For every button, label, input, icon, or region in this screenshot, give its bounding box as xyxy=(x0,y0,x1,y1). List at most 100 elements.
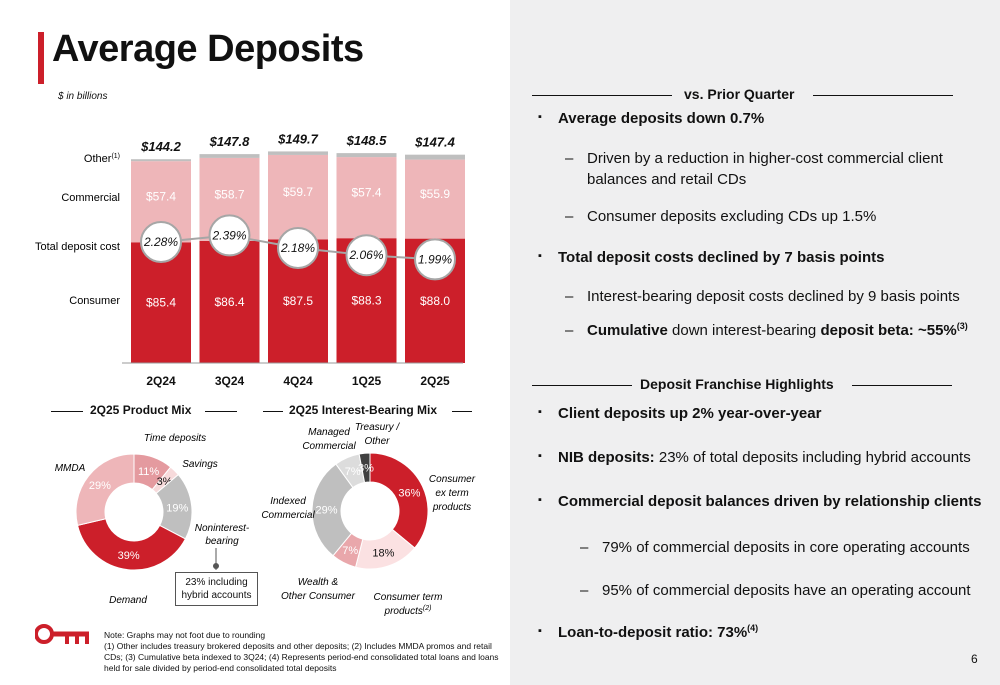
deposit-cost-marker-3Q24 xyxy=(208,214,251,257)
product-mix-rule-right xyxy=(205,411,237,412)
label-savings: Savings xyxy=(182,459,218,470)
bar-total-2Q25: $147.4 xyxy=(414,135,456,150)
label-cons-ex-line1: Consumer xyxy=(429,474,476,485)
bar-label-commercial-4Q24: $59.7 xyxy=(283,185,313,199)
label-managed-line1: Managed xyxy=(308,427,350,438)
deposit-cost-label-3Q24: 2.39% xyxy=(211,228,246,242)
product-mix-slice-demand xyxy=(76,518,187,571)
x-tick-4Q24: 4Q24 xyxy=(283,374,313,388)
footnotes: Note: Graphs may not foot due to roundin… xyxy=(104,630,504,674)
bar-label-consumer-1Q25: $88.3 xyxy=(351,294,381,308)
deposit-cost-marker-1Q25 xyxy=(345,234,388,277)
ib-mix-slice-treasury-other xyxy=(358,452,371,484)
ib-mix-label-indexed-commercial: 29% xyxy=(316,505,338,517)
label-managed-line2: Commercial xyxy=(302,441,356,452)
bar-other-4Q24 xyxy=(268,151,328,155)
deposit-cost-label-4Q24: 2.18% xyxy=(280,241,315,255)
product-mix-label-time-deposits: 11% xyxy=(138,466,159,478)
vs-prior-rule-left xyxy=(532,95,672,96)
bar-other-1Q25 xyxy=(336,153,397,158)
footnote-definitions: (1) Other includes treasury brokered dep… xyxy=(104,641,499,673)
deposit-cost-label-1Q25: 2.06% xyxy=(348,248,383,262)
bar-commercial-2Q25 xyxy=(405,159,465,239)
bar-label-consumer-3Q24: $86.4 xyxy=(214,295,244,309)
interest-bearing-mix-donut: 36%18%7%29%7%3% Managed Commercial Treas… xyxy=(261,422,476,617)
label-indexed-line1: Indexed xyxy=(270,496,306,507)
page-title: Average Deposits xyxy=(52,28,364,70)
label-mmda: MMDA xyxy=(55,463,86,474)
product-mix-rule-left xyxy=(51,411,83,412)
row-label-other: Other(1) xyxy=(84,153,120,165)
average-deposits-bar-chart: $85.4 $57.4 $144.2 2Q24 $86.4 $58.7 $147.8 3Q24… xyxy=(35,131,465,388)
label-demand: Demand xyxy=(109,595,147,606)
deposit-cost-label-2Q25: 1.99% xyxy=(418,252,452,266)
ib-mix-label-managed-commercial: 7% xyxy=(345,466,361,478)
label-cons-term-line2: products(2) xyxy=(384,605,432,617)
bar-total-2Q24: $144.2 xyxy=(140,139,182,154)
vs-prior-header: vs. Prior Quarter xyxy=(684,86,795,102)
bar-label-commercial-3Q24: $58.7 xyxy=(214,187,244,201)
deposit-cost-marker-2Q24 xyxy=(140,221,182,263)
ib-mix-title: 2Q25 Interest-Bearing Mix xyxy=(289,403,438,417)
bar-label-consumer-2Q24: $85.4 xyxy=(146,296,176,310)
label-cons-term-line1: Consumer term xyxy=(374,592,443,603)
deposit-cost-marker-4Q24 xyxy=(277,227,319,269)
ib-mix-label-wealth-other-consumer: 7% xyxy=(342,545,358,557)
callout-line2: hybrid accounts xyxy=(181,590,252,601)
bar-other-2Q25 xyxy=(405,154,465,160)
bar-total-3Q24: $147.8 xyxy=(209,134,251,149)
ib-mix-label-treasury-other: 3% xyxy=(358,463,374,475)
product-mix-title: 2Q25 Product Mix xyxy=(90,403,192,417)
bar-label-commercial-2Q24: $57.4 xyxy=(146,190,176,204)
ib-mix-rule-left xyxy=(263,411,283,412)
label-nib-line2: bearing xyxy=(205,536,239,547)
product-mix-label-mmda: 29% xyxy=(89,480,111,492)
bar-total-1Q25: $148.5 xyxy=(346,133,388,148)
product-mix-label-noninterest-bearing: 19% xyxy=(166,502,188,514)
footnote-rounding: Note: Graphs may not foot due to roundin… xyxy=(104,630,266,640)
bar-commercial-4Q24 xyxy=(268,154,328,240)
franchise-rule-left xyxy=(532,385,632,386)
callout-dot xyxy=(213,563,219,569)
row-label-consumer: Consumer xyxy=(69,295,120,307)
label-wealth-line1: Wealth & xyxy=(298,577,339,588)
row-label-commercial: Commercial xyxy=(61,192,120,204)
bar-commercial-1Q25 xyxy=(336,157,397,239)
x-tick-2Q25: 2Q25 xyxy=(420,374,450,388)
label-wealth-line2: Other Consumer xyxy=(281,591,356,602)
label-time-deposits: Time deposits xyxy=(144,433,206,444)
label-indexed-line2: Commercial xyxy=(261,510,315,521)
ib-mix-label-consumer-ex-term-products: 36% xyxy=(398,487,420,499)
ib-mix-rule-right xyxy=(452,411,472,412)
units-subtitle: $ in billions xyxy=(58,91,108,102)
title-accent-bar xyxy=(38,32,44,84)
ib-mix-slice-consumer-ex-term-products xyxy=(369,452,429,549)
key-logo-icon xyxy=(35,624,89,644)
page-number: 6 xyxy=(971,652,978,666)
bar-label-commercial-1Q25: $57.4 xyxy=(351,186,381,200)
deposit-cost-label-2Q24: 2.28% xyxy=(143,235,178,249)
product-mix-donut: 11%3%19%39%29% Time deposits Savings MMD… xyxy=(55,433,250,606)
bar-label-commercial-2Q25: $55.9 xyxy=(420,187,450,201)
franchise-rule-right xyxy=(852,385,952,386)
product-mix-slice-mmda xyxy=(75,453,135,527)
bar-label-consumer-4Q24: $87.5 xyxy=(283,294,313,308)
bar-consumer-3Q24 xyxy=(199,240,260,363)
label-treasury-line2: Other xyxy=(364,436,390,447)
ib-mix-slice-indexed-commercial xyxy=(311,463,354,557)
franchise-header: Deposit Franchise Highlights xyxy=(640,376,834,392)
label-nib-line1: Noninterest- xyxy=(195,523,250,534)
x-tick-3Q24: 3Q24 xyxy=(215,374,245,388)
deposit-cost-marker-2Q25 xyxy=(414,238,456,281)
bar-total-4Q24: $149.7 xyxy=(277,131,319,146)
bar-other-2Q24 xyxy=(131,159,191,162)
hybrid-accounts-callout: 23% including hybrid accounts xyxy=(175,572,258,606)
ib-mix-label-consumer-term-products: 18% xyxy=(372,547,394,559)
bar-label-consumer-2Q25: $88.0 xyxy=(420,294,450,308)
x-tick-2Q24: 2Q24 xyxy=(146,374,176,388)
product-mix-label-demand: 39% xyxy=(118,550,140,562)
label-treasury-line1: Treasury / xyxy=(355,422,400,433)
callout-line1: 23% including xyxy=(185,577,248,588)
bar-other-3Q24 xyxy=(199,154,260,158)
x-tick-1Q25: 1Q25 xyxy=(352,374,382,388)
